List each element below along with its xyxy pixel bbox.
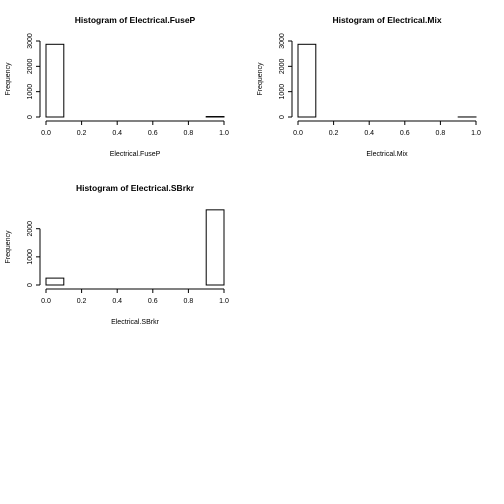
y-tick-label: 2000 [27, 58, 34, 74]
y-tick-label: 1000 [27, 249, 34, 265]
x-tick-label: 0.4 [364, 130, 374, 137]
x-axis-label: Electrical.SBrkr [111, 319, 160, 326]
x-tick-label: 1.0 [471, 130, 481, 137]
y-tick-label: 2000 [27, 221, 34, 237]
histogram-bar [45, 277, 65, 286]
histogram-bar [297, 43, 317, 118]
y-tick-label: 3000 [279, 33, 286, 49]
y-tick-label: 0 [27, 115, 34, 119]
y-axis-label: Frequency [257, 62, 264, 96]
y-tick-label: 3000 [27, 33, 34, 49]
chart-title: Histogram of Electrical.FuseP [75, 15, 196, 25]
x-tick-label: 0.8 [184, 130, 194, 137]
x-tick-label: 0.8 [436, 130, 446, 137]
y-axis-label: Frequency [5, 62, 12, 96]
x-axis-label: Electrical.FuseP [110, 151, 161, 158]
x-tick-label: 0.0 [41, 130, 51, 137]
histogram-1: Histogram of Electrical.FuseP 0.0 0.2 0.4 0.… [5, 15, 229, 158]
x-tick-label: 0.2 [77, 130, 87, 137]
chart-title: Histogram of Electrical.Mix [332, 15, 441, 25]
y-tick-label: 2000 [279, 58, 286, 74]
histogram-3: Histogram of Electrical.SBrkr 0.0 0.2 0.4 0.… [5, 183, 229, 326]
x-tick-label: 0.6 [148, 130, 158, 137]
x-tick-label: 1.0 [219, 130, 229, 137]
x-tick-label: 0.4 [112, 130, 122, 137]
y-tick-label: 1000 [27, 84, 34, 100]
chart-title: Histogram of Electrical.SBrkr [76, 183, 195, 193]
y-tick-label: 0 [27, 283, 34, 287]
x-tick-label: 0.2 [77, 298, 87, 305]
y-tick-label: 1000 [279, 84, 286, 100]
x-tick-label: 0.4 [112, 298, 122, 305]
x-axis-label: Electrical.Mix [366, 151, 408, 158]
x-tick-label: 0.8 [184, 298, 194, 305]
x-tick-label: 0.0 [41, 298, 51, 305]
histogram-bar [205, 209, 225, 286]
x-tick-label: 0.6 [148, 298, 158, 305]
x-tick-label: 0.6 [400, 130, 410, 137]
y-tick-label: 0 [279, 115, 286, 119]
histogram-2: Histogram of Electrical.Mix 0.0 0.2 0.4 0.6 0… [257, 15, 481, 158]
x-tick-label: 0.2 [329, 130, 339, 137]
x-tick-label: 0.0 [293, 130, 303, 137]
y-axis-label: Frequency [5, 230, 12, 264]
histogram-bar [45, 43, 65, 118]
x-tick-label: 1.0 [219, 298, 229, 305]
